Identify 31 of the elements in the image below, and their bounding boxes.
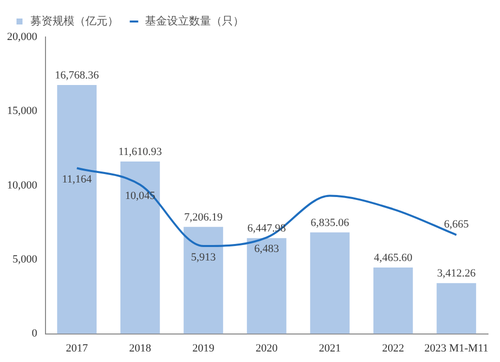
y-tick-label: 10,000 [7, 179, 38, 192]
legend-label: 基金设立数量（只） [145, 14, 244, 28]
data-label: 6,835.06 [310, 216, 350, 229]
bar [184, 226, 224, 334]
y-tick-label: 20,000 [7, 30, 38, 43]
x-tick-label: 2021 [318, 342, 341, 354]
data-label: 6,665 [444, 218, 470, 230]
x-tick-label: 2017 [66, 342, 88, 354]
y-tick-label: 15,000 [7, 105, 38, 118]
bar [310, 232, 350, 334]
x-tick-label: 2018 [129, 342, 152, 354]
data-label: 5,913 [191, 251, 216, 264]
y-tick-label: 0 [32, 328, 38, 340]
bar [246, 238, 286, 334]
bar [373, 268, 413, 334]
data-label: 3,412.26 [437, 268, 476, 280]
data-label: 11,164 [62, 174, 92, 186]
bar [57, 84, 97, 334]
data-label: 16,768.36 [54, 69, 100, 82]
data-label: 4,465.60 [374, 252, 413, 264]
y-tick-label: 5,000 [12, 253, 38, 266]
data-label: 11,610.93 [118, 146, 162, 158]
bar [120, 161, 160, 334]
bar [436, 283, 476, 334]
data-label: 7,206.19 [184, 211, 224, 224]
x-tick-label: 2023 M1-M11 [424, 342, 488, 354]
x-tick-label: 2022 [382, 342, 404, 354]
legend-label: 募资规模（亿元） [30, 14, 118, 28]
x-tick-label: 2020 [256, 342, 278, 354]
x-tick-label: 2019 [192, 342, 215, 354]
data-label: 6,483 [254, 242, 280, 255]
